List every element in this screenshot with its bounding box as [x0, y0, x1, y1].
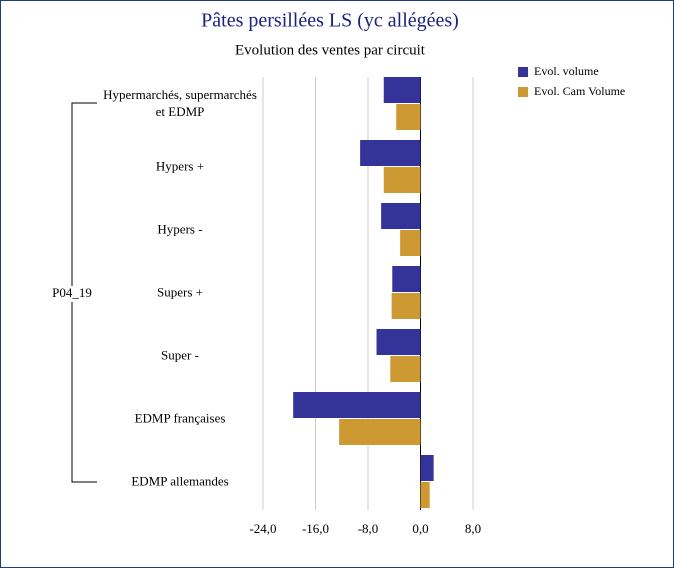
legend-swatch	[518, 67, 528, 77]
x-tick-label: -8,0	[358, 521, 379, 536]
chart-subtitle: Evolution des ventes par circuit	[235, 42, 426, 58]
legend-label: Evol. volume	[534, 64, 599, 78]
bar	[293, 392, 421, 418]
x-tick-label: 8,0	[465, 521, 481, 536]
category-label: Hypers -	[157, 221, 203, 237]
bar	[392, 266, 421, 292]
category-label: Hypermarchés, supermarchés et EDMP	[103, 87, 257, 119]
bar	[420, 482, 430, 508]
group-label: P04_19	[52, 285, 92, 300]
category-label: Super -	[161, 347, 199, 363]
bar	[383, 77, 421, 103]
legend-label: Evol. Cam Volume	[534, 84, 625, 98]
bar	[376, 329, 421, 355]
bar	[360, 140, 421, 166]
group-label-bg	[48, 286, 98, 302]
category-label: Supers +	[157, 284, 203, 300]
x-tick-label: 0,0	[412, 521, 428, 536]
bar	[383, 167, 421, 193]
bar	[339, 419, 421, 445]
category-label: EDMP allemandes	[131, 473, 229, 489]
legend-swatch	[518, 87, 528, 97]
chart-title: Pâtes persillées LS (yc allégées)	[201, 10, 459, 32]
bar	[391, 293, 421, 319]
bar	[381, 203, 421, 229]
category-label: Hypers +	[155, 158, 205, 174]
bar	[400, 230, 421, 256]
bar	[420, 455, 434, 481]
bar	[390, 356, 421, 382]
x-tick-label: -24,0	[249, 521, 276, 536]
x-tick-label: -16,0	[302, 521, 329, 536]
category-label: EDMP françaises	[134, 410, 226, 426]
bar	[396, 104, 421, 130]
